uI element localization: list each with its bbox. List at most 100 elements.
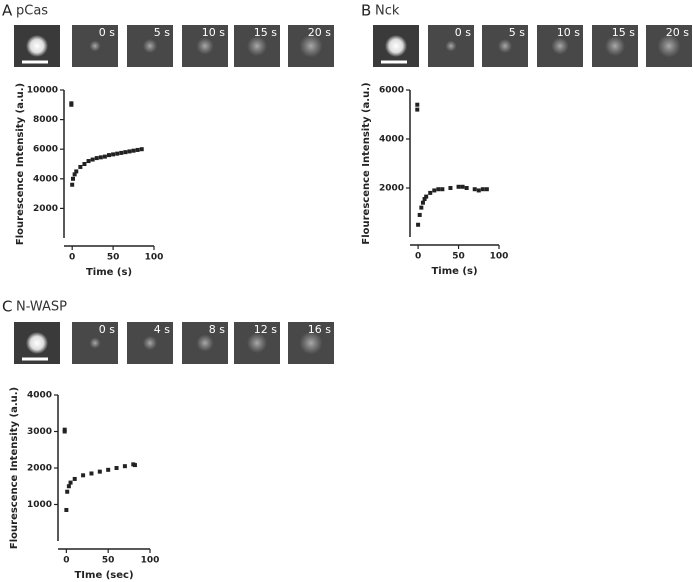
data-point (119, 150, 124, 155)
protein-name: N-WASP (16, 300, 67, 315)
panel-letter: B (361, 2, 371, 20)
x-tick-label: 100 (145, 253, 164, 263)
y-tick-label: 6000 (379, 86, 404, 96)
panel-letter: C (2, 298, 12, 316)
y-axis-label: Flourescence Intensity (a.u.) (15, 83, 26, 245)
data-point (139, 147, 144, 152)
frame-time: 0 s (99, 26, 115, 39)
data-point (460, 184, 465, 189)
micrograph-spot (385, 35, 407, 57)
protein-name: Nck (375, 4, 400, 19)
micrograph-spot (196, 37, 214, 55)
data-point (62, 429, 67, 434)
data-point (64, 507, 69, 512)
x-tick-label: 100 (490, 252, 509, 262)
x-tick-label: 50 (102, 556, 115, 566)
x-tick-label: 50 (452, 252, 465, 262)
frame-time: 12 s (254, 323, 277, 336)
data-point (419, 205, 424, 210)
data-point (102, 154, 107, 159)
x-tick-label: 100 (141, 556, 160, 566)
data-point (464, 186, 469, 190)
frame-time: 16 s (308, 323, 331, 336)
data-point (440, 187, 445, 192)
data-point (115, 151, 120, 156)
data-point (428, 190, 433, 195)
x-tick-label: 0 (415, 252, 421, 262)
x-tick-label: 0 (69, 253, 75, 263)
data-point (135, 147, 140, 152)
data-point (432, 188, 437, 193)
frame-time: 15 s (612, 26, 635, 39)
data-point (480, 187, 485, 192)
y-tick-label: 3000 (27, 427, 52, 437)
data-point (132, 463, 137, 468)
micrograph-spot (89, 40, 101, 52)
data-point (456, 184, 461, 189)
micrograph-spot (299, 331, 323, 355)
micrograph-spot (445, 40, 457, 52)
y-tick-label: 2000 (27, 464, 52, 474)
x-tick-label: 50 (107, 253, 120, 263)
data-point (97, 469, 102, 474)
x-axis-label: TIme (sec) (74, 570, 133, 581)
micrograph-spot (247, 36, 267, 56)
data-point (65, 489, 70, 494)
frame-time: 8 s (209, 323, 225, 336)
frame-time: 0 s (99, 323, 115, 336)
data-point (422, 197, 427, 202)
y-tick-label: 2000 (379, 184, 404, 194)
data-point (90, 157, 95, 162)
data-point (86, 159, 91, 164)
micrograph-spot (26, 332, 48, 354)
data-point (72, 476, 77, 481)
panel-letter: A (2, 2, 13, 20)
frame-time: 10 s (557, 26, 580, 39)
y-tick-label: 10000 (27, 86, 58, 96)
frame-time: 15 s (254, 26, 277, 39)
data-point (415, 102, 420, 107)
data-point (82, 162, 87, 166)
data-point (122, 464, 127, 469)
frame-time: 0 s (455, 26, 471, 39)
micrograph-spot (196, 334, 214, 352)
frame-time: 20 s (308, 26, 331, 39)
data-point (416, 222, 421, 227)
frame-time: 10 s (202, 26, 225, 39)
y-tick-label: 1000 (27, 500, 52, 510)
data-point (106, 467, 111, 472)
y-tick-label: 2000 (33, 204, 58, 214)
data-point (107, 153, 111, 158)
data-point (69, 102, 74, 107)
y-tick-label: 8000 (33, 115, 58, 125)
data-point (123, 150, 128, 155)
frame-time: 5 s (509, 26, 525, 39)
frame-time: 20 s (666, 26, 689, 39)
micrograph-spot (89, 337, 101, 349)
y-axis-label: Flourescence Intensity (a.u.) (361, 82, 372, 244)
micrograph-spot (26, 35, 48, 57)
data-point (420, 200, 425, 205)
data-point (72, 172, 77, 177)
micrograph-spot (498, 39, 512, 53)
data-point (114, 466, 119, 470)
micrograph-spot (247, 333, 267, 353)
data-point (111, 152, 116, 157)
y-tick-label: 4000 (27, 391, 52, 401)
data-point (98, 155, 103, 160)
data-point (472, 187, 477, 192)
frame-time: 4 s (154, 323, 170, 336)
y-tick-label: 4000 (33, 174, 58, 184)
data-point (70, 182, 75, 187)
protein-name: pCas (16, 4, 48, 19)
data-point (436, 187, 441, 192)
data-point (417, 212, 422, 217)
data-point (127, 149, 132, 154)
y-axis-label: Flourescence Intensity (a.u.) (9, 387, 20, 549)
y-tick-label: 6000 (33, 145, 58, 155)
data-point (448, 186, 453, 190)
data-point (81, 473, 86, 478)
x-axis-label: Time (s) (431, 266, 477, 277)
data-point (424, 194, 429, 199)
